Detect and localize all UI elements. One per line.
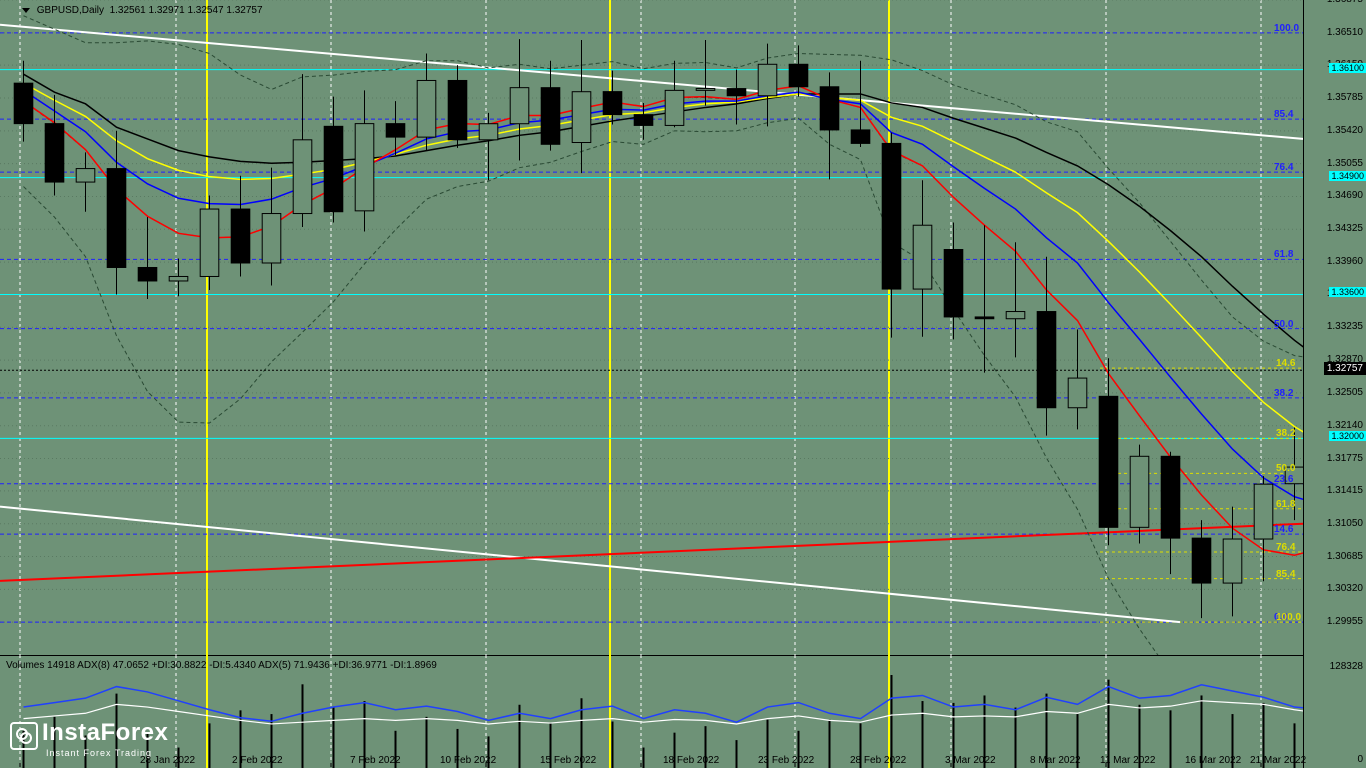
level-price-box: 1.34900: [1329, 171, 1366, 181]
price-tick: 1.34325: [1327, 223, 1363, 234]
date-label: 16 Mar 2022: [1185, 755, 1241, 766]
chart-title[interactable]: GBPUSD,Daily 1.32561 1.32971 1.32547 1.3…: [22, 5, 263, 16]
current-price-box: 1.32757: [1324, 362, 1366, 375]
fib-yellow-label: 85.4: [1276, 569, 1295, 580]
symbol-label: GBPUSD,Daily: [37, 5, 104, 16]
price-tick: 1.33960: [1327, 256, 1363, 267]
price-tick: 1.32505: [1327, 387, 1363, 398]
indicator-tick: 128328: [1330, 661, 1363, 672]
indicator-panel[interactable]: [0, 655, 1303, 768]
brand-logo: InstaForex Instant Forex Trading: [10, 719, 168, 758]
price-tick: 1.33235: [1327, 321, 1363, 332]
price-tick: 1.31775: [1327, 453, 1363, 464]
fib-blue-label: 76.4: [1274, 162, 1293, 173]
price-tick: 1.36875: [1327, 0, 1363, 5]
level-price-box: 1.33600: [1329, 287, 1366, 297]
fib-blue-label: 38.2: [1274, 388, 1293, 399]
price-axis: 1.368751.365101.361501.357851.354201.350…: [1303, 0, 1366, 768]
price-tick: 1.30320: [1327, 583, 1363, 594]
price-tick: 1.31050: [1327, 518, 1363, 529]
fib-blue-label: 14.6: [1274, 524, 1293, 535]
fib-blue-label: 50.0: [1274, 319, 1293, 330]
indicator-header: Volumes 14918 ADX(8) 47.0652 +DI:30.8822…: [6, 660, 437, 671]
price-chart[interactable]: [0, 0, 1303, 655]
date-label: 18 Feb 2022: [663, 755, 719, 766]
fib-blue-label: 23.6: [1274, 474, 1293, 485]
fib-yellow-label: 100.0: [1276, 612, 1301, 623]
date-label: 23 Feb 2022: [758, 755, 814, 766]
price-tick: 1.36510: [1327, 27, 1363, 38]
price-tick: 1.30685: [1327, 551, 1363, 562]
fib-yellow-label: 38.2: [1276, 428, 1295, 439]
price-tick: 1.29955: [1327, 616, 1363, 627]
date-label: 2 Feb 2022: [232, 755, 283, 766]
price-tick: 1.32140: [1327, 420, 1363, 431]
date-label: 28 Feb 2022: [850, 755, 906, 766]
fib-blue-label: 85.4: [1274, 109, 1293, 120]
fib-yellow-label: 61.8: [1276, 499, 1295, 510]
date-label: 8 Mar 2022: [1030, 755, 1081, 766]
price-tick: 1.31415: [1327, 485, 1363, 496]
fib-yellow-label: 14.6: [1276, 358, 1295, 369]
fib-yellow-label: 50.0: [1276, 463, 1295, 474]
price-tick: 1.35785: [1327, 92, 1363, 103]
fib-yellow-label: 76.4: [1276, 542, 1295, 553]
logo-icon: [10, 722, 38, 750]
ohlc-label: 1.32561 1.32971 1.32547 1.32757: [110, 5, 263, 16]
date-label: 28 Jan 2022: [140, 755, 195, 766]
indicator-tick: 0: [1357, 754, 1363, 765]
price-tick: 1.34690: [1327, 190, 1363, 201]
fib-blue-label: 100.0: [1274, 23, 1299, 34]
price-tick: 1.35055: [1327, 158, 1363, 169]
date-label: 21 Mar 2022: [1250, 755, 1306, 766]
date-label: 15 Feb 2022: [540, 755, 596, 766]
dropdown-icon[interactable]: [22, 8, 30, 13]
fib-blue-label: 61.8: [1274, 249, 1293, 260]
date-label: 7 Feb 2022: [350, 755, 401, 766]
date-label: 10 Feb 2022: [440, 755, 496, 766]
chart-container: GBPUSD,Daily 1.32561 1.32971 1.32547 1.3…: [0, 0, 1366, 768]
level-price-box: 1.36100: [1329, 63, 1366, 73]
date-label: 11 Mar 2022: [1100, 755, 1155, 766]
price-tick: 1.35420: [1327, 125, 1363, 136]
date-label: 3 Mar 2022: [945, 755, 996, 766]
level-price-box: 1.32000: [1329, 431, 1366, 441]
